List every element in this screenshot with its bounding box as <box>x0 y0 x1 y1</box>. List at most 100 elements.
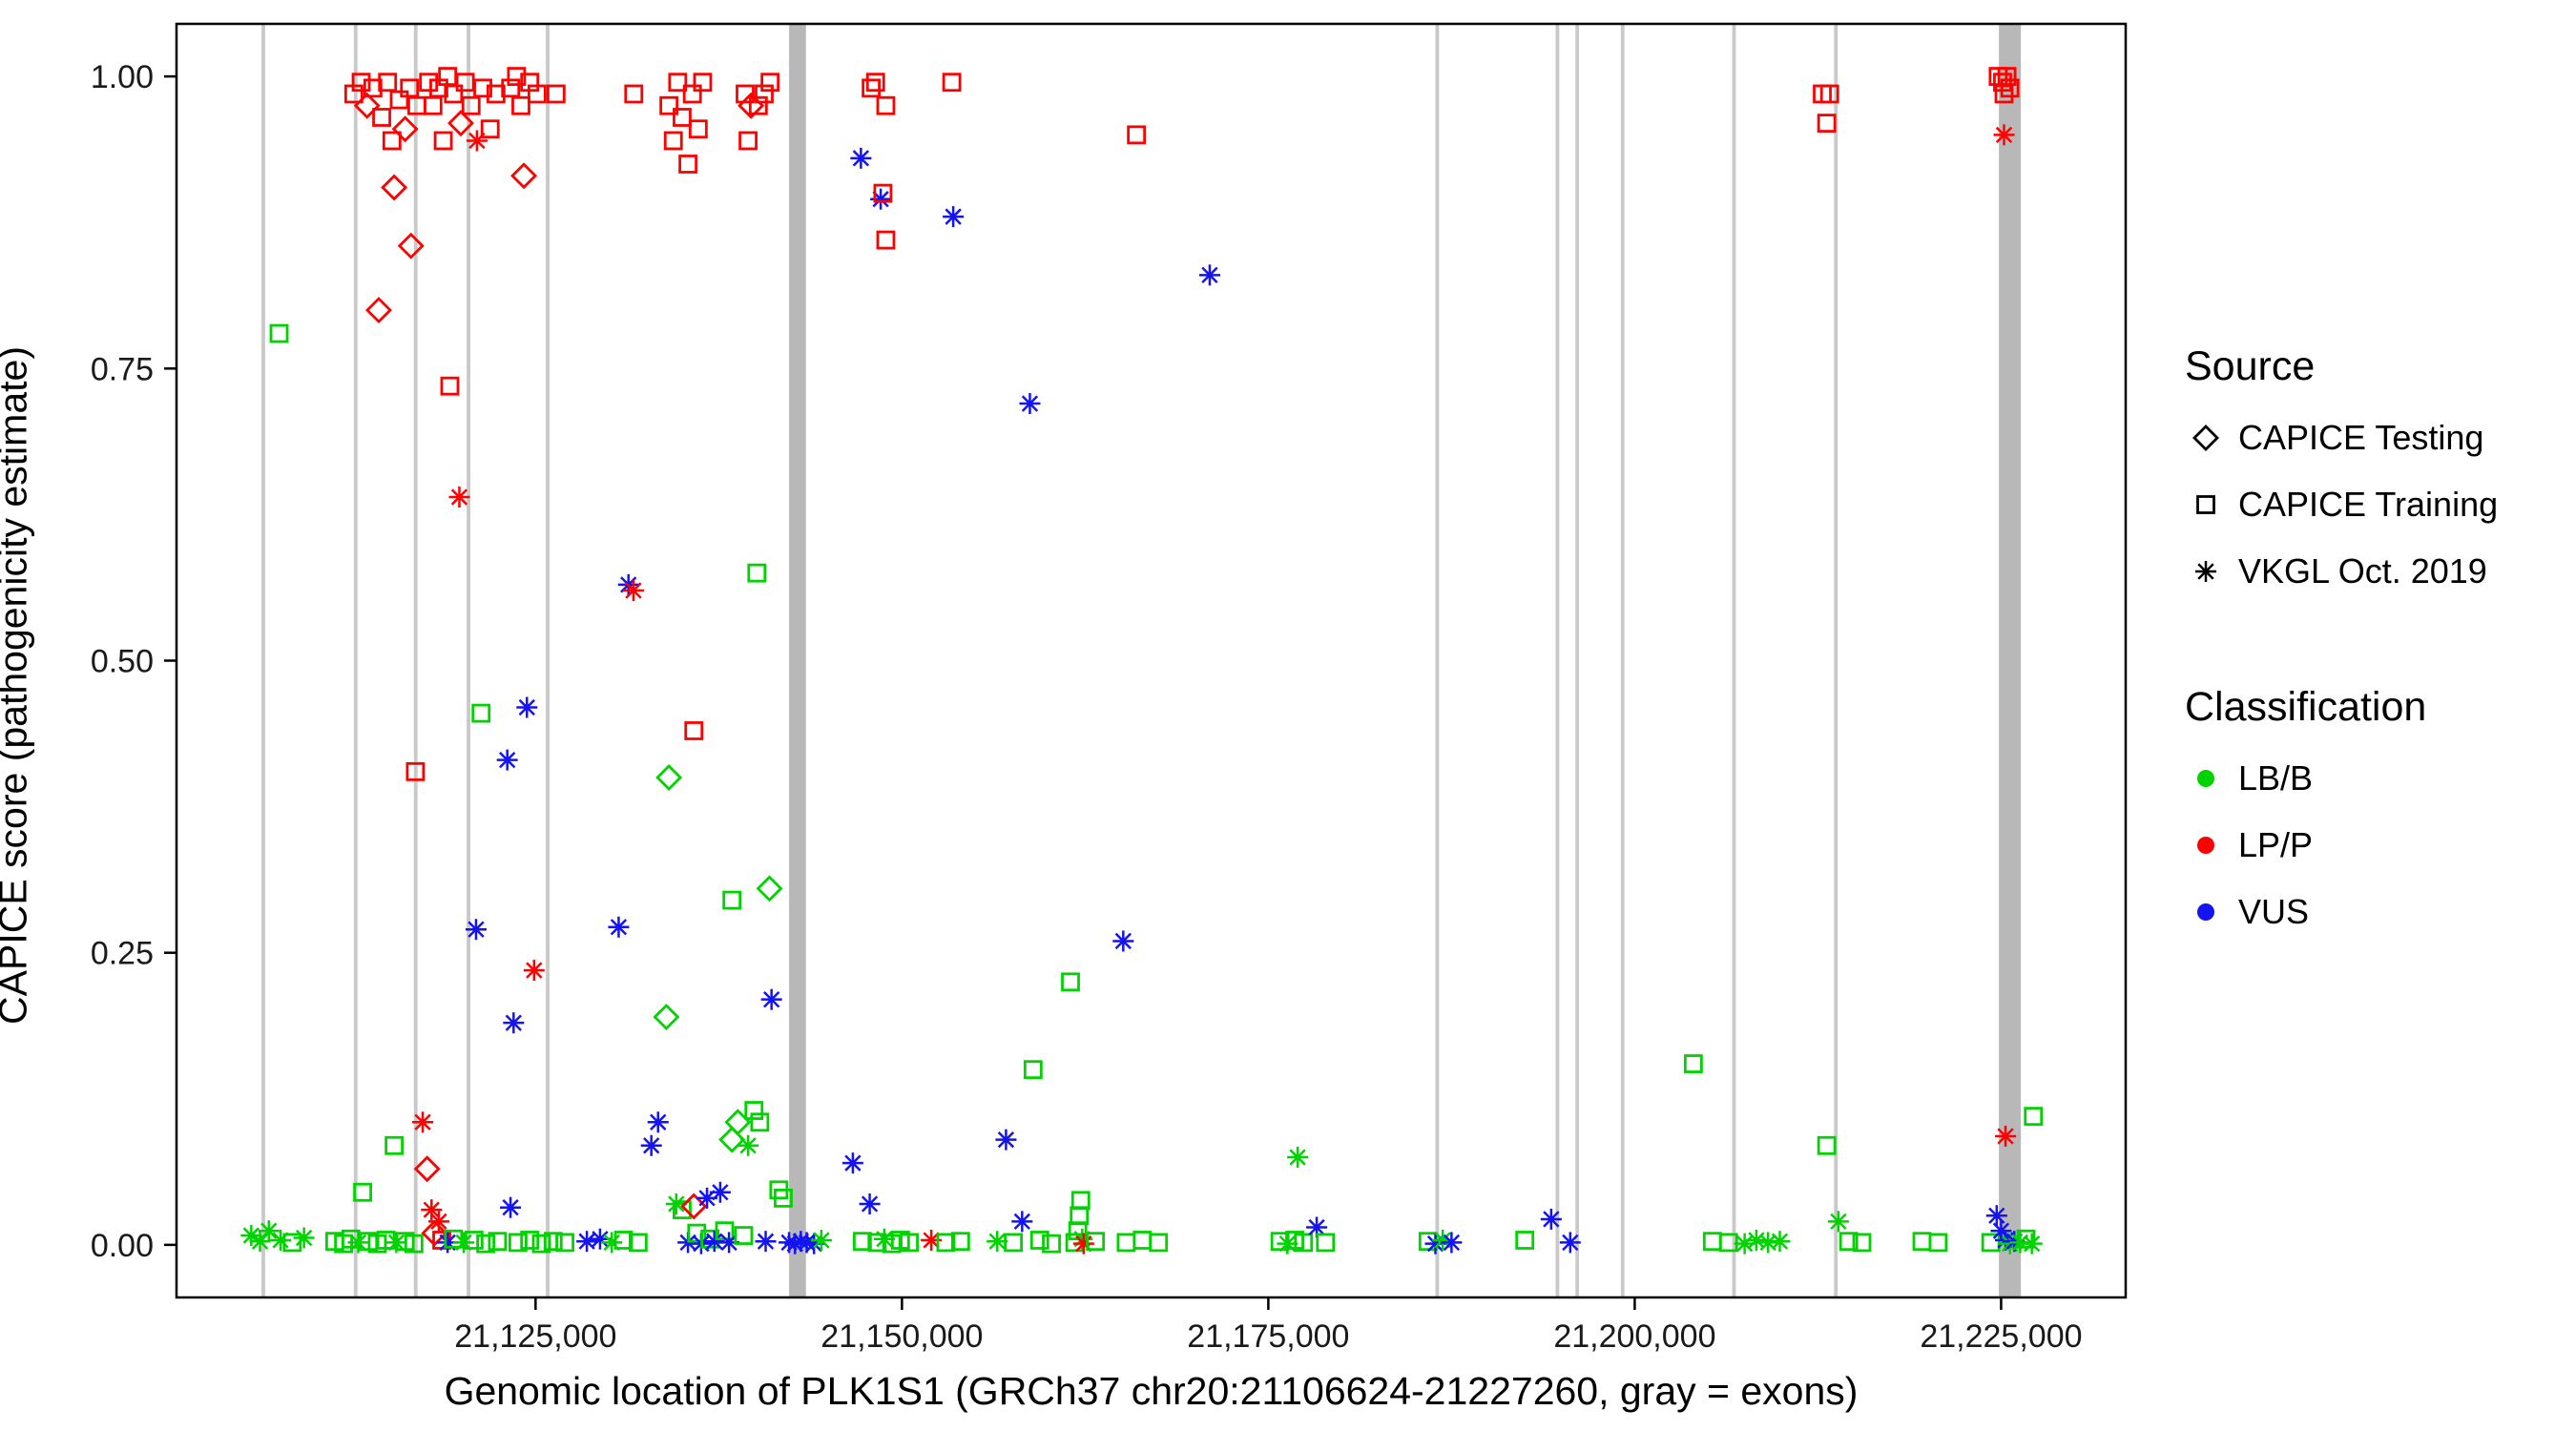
legend-source-items: CAPICE Testing CAPICE Training VKGL Oct. 2… <box>2185 417 2566 592</box>
legend-dot-icon <box>2197 770 2214 787</box>
legend-item-lp-p: LP/P <box>2185 824 2566 866</box>
data-point-square <box>2196 495 2215 514</box>
data-point-square <box>1127 125 1147 145</box>
data-point-square <box>509 1233 528 1253</box>
exon-bar <box>413 24 418 1297</box>
data-point-square <box>2000 78 2020 98</box>
y-tick-label: 0.50 <box>91 644 154 680</box>
data-point-square <box>405 761 426 781</box>
diamond-icon <box>2185 417 2238 459</box>
data-point-square <box>378 73 398 93</box>
data-point-asterisk <box>1827 1211 1849 1233</box>
exon-bar <box>789 24 806 1297</box>
data-point-square <box>520 1231 540 1250</box>
data-point-diamond <box>397 232 425 259</box>
data-point-diamond <box>353 92 381 119</box>
data-point-square <box>1817 114 1837 134</box>
data-point-square <box>1994 84 2014 104</box>
data-point-asterisk <box>412 1111 434 1133</box>
color-dot-icon <box>2185 824 2238 866</box>
data-point-square <box>876 230 896 250</box>
data-point-square <box>353 1182 372 1202</box>
data-point-square <box>865 73 885 93</box>
data-point-square <box>543 1232 563 1252</box>
data-point-square <box>404 1234 424 1254</box>
data-point-asterisk <box>421 1199 443 1221</box>
data-point-asterisk <box>1072 1233 1094 1255</box>
data-point-square <box>351 73 371 93</box>
data-point-asterisk <box>466 130 488 152</box>
legend-item-label: VUS <box>2238 892 2310 931</box>
exon-bar <box>1732 24 1736 1297</box>
data-point-asterisk <box>1769 1231 1791 1253</box>
data-point-square <box>507 67 527 87</box>
legend-item-capice-training: CAPICE Training <box>2185 484 2566 526</box>
data-point-square <box>755 84 774 104</box>
data-point-square <box>269 323 289 343</box>
data-point-diamond <box>365 297 392 324</box>
x-tick-label: 21,225,000 <box>1920 1318 2082 1355</box>
data-point-asterisk <box>347 1232 369 1254</box>
legend-item-label: VKGL Oct. 2019 <box>2238 551 2487 591</box>
data-point-square <box>722 890 742 910</box>
data-point-square <box>936 1233 956 1253</box>
data-point-diamond <box>655 763 683 791</box>
data-point-square <box>1294 1233 1314 1253</box>
data-point-square <box>527 84 547 104</box>
data-point-asterisk <box>718 1232 740 1254</box>
data-point-square <box>1683 1054 1703 1073</box>
data-point-square <box>738 131 758 151</box>
legend-item-label: LB/B <box>2238 758 2314 798</box>
data-point-square <box>862 78 882 98</box>
legend-source-title: Source <box>2185 343 2316 389</box>
data-point-square <box>750 1112 770 1132</box>
data-point-asterisk <box>943 206 965 228</box>
data-point-square <box>628 1233 648 1253</box>
data-point-asterisk <box>249 1231 271 1253</box>
data-point-asterisk <box>755 1231 777 1253</box>
data-point-square <box>684 721 704 740</box>
data-point-square <box>501 78 521 98</box>
data-point-square <box>673 1200 692 1220</box>
exon-bar <box>353 24 358 1297</box>
data-point-square <box>659 95 679 115</box>
data-point-diamond <box>718 1126 746 1153</box>
data-point-square <box>687 1223 707 1243</box>
data-point-square <box>693 73 713 93</box>
data-point-square <box>1086 1232 1106 1252</box>
data-point-square <box>389 90 409 110</box>
data-point-asterisk <box>465 919 487 941</box>
data-point-square <box>668 73 688 93</box>
color-dot-icon <box>2185 757 2238 799</box>
legend-item-label: CAPICE Training <box>2238 485 2499 524</box>
legend-item-lb-b: LB/B <box>2185 757 2566 799</box>
data-point-asterisk <box>1441 1232 1463 1254</box>
data-point-square <box>942 73 962 93</box>
legend: Source CAPICE Testing CAPICE Training VKGL… <box>2185 343 2566 958</box>
data-point-asterisk <box>1559 1232 1581 1254</box>
data-point-asterisk <box>1985 1205 2007 1227</box>
data-point-asterisk <box>500 1196 522 1218</box>
data-point-asterisk <box>640 1134 662 1156</box>
data-point-diamond <box>391 115 419 143</box>
legend-dot-icon <box>2197 837 2214 854</box>
data-point-asterisk <box>1993 124 2015 146</box>
x-tick-label: 21,150,000 <box>821 1318 983 1355</box>
data-point-square <box>471 703 491 723</box>
data-point-diamond <box>447 110 474 137</box>
data-point-asterisk <box>760 988 782 1010</box>
data-point-asterisk <box>850 147 872 169</box>
asterisk-icon <box>2185 550 2238 592</box>
data-point-square <box>950 1232 970 1252</box>
data-point-square <box>1515 1231 1535 1250</box>
y-tick-label: 1.00 <box>91 59 154 95</box>
color-dot-icon <box>2185 891 2238 933</box>
data-point-square <box>480 119 500 139</box>
data-point-square <box>747 563 767 583</box>
legend-classification-items: LB/B LP/P VUS <box>2185 757 2566 933</box>
data-point-square <box>876 95 896 115</box>
data-point-asterisk <box>576 1231 598 1253</box>
data-point-square <box>1004 1233 1024 1253</box>
